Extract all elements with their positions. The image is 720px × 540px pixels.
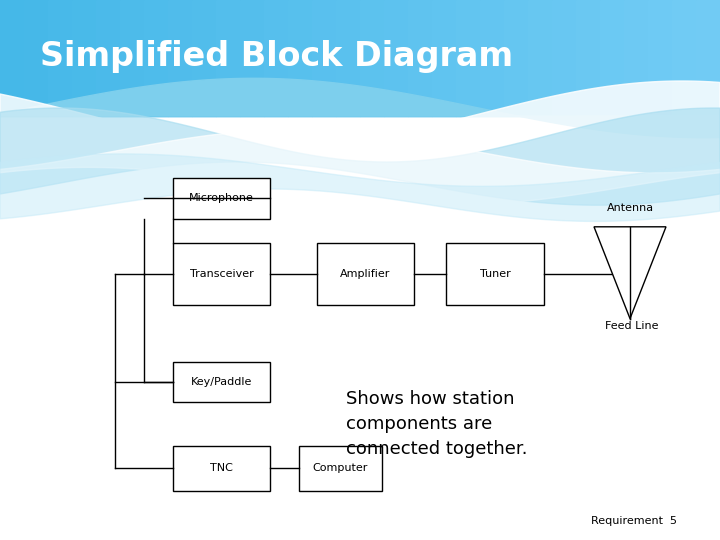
Bar — [648, 0, 672, 116]
Bar — [528, 0, 552, 116]
Bar — [96, 0, 120, 116]
Text: Requirement  5: Requirement 5 — [590, 516, 677, 526]
Bar — [120, 0, 144, 116]
Bar — [672, 0, 696, 116]
Text: Computer: Computer — [312, 463, 368, 474]
Text: Simplified Block Diagram: Simplified Block Diagram — [40, 40, 513, 73]
Text: Transceiver: Transceiver — [189, 269, 253, 279]
Bar — [408, 0, 432, 116]
Bar — [173, 362, 270, 402]
Bar — [312, 0, 336, 116]
Bar — [432, 0, 456, 116]
Bar — [24, 0, 48, 116]
Bar — [144, 0, 168, 116]
Text: Key/Paddle: Key/Paddle — [191, 377, 252, 387]
Text: Antenna: Antenna — [606, 203, 654, 213]
Text: Tuner: Tuner — [480, 269, 510, 279]
Bar — [624, 0, 648, 116]
Bar — [299, 446, 382, 491]
Bar — [446, 243, 544, 305]
Bar — [192, 0, 216, 116]
Text: Microphone: Microphone — [189, 193, 254, 204]
Text: Shows how station
components are
connected together.: Shows how station components are connect… — [346, 390, 527, 458]
Text: Feed Line: Feed Line — [605, 321, 658, 332]
Bar — [264, 0, 288, 116]
Bar — [216, 0, 240, 116]
Bar — [600, 0, 624, 116]
Bar — [336, 0, 360, 116]
Bar — [72, 0, 96, 116]
Bar — [504, 0, 528, 116]
Bar — [576, 0, 600, 116]
Bar — [0, 0, 720, 116]
Bar — [480, 0, 504, 116]
Bar — [456, 0, 480, 116]
Bar — [168, 0, 192, 116]
Text: TNC: TNC — [210, 463, 233, 474]
Bar — [696, 0, 720, 116]
Bar — [240, 0, 264, 116]
Bar — [173, 178, 270, 219]
Polygon shape — [594, 227, 666, 319]
Bar — [0, 0, 24, 116]
Bar — [360, 0, 384, 116]
Bar — [317, 243, 414, 305]
Bar — [288, 0, 312, 116]
Bar — [552, 0, 576, 116]
Bar — [173, 243, 270, 305]
Text: Amplifier: Amplifier — [341, 269, 390, 279]
Bar — [384, 0, 408, 116]
Bar — [173, 446, 270, 491]
Bar — [48, 0, 72, 116]
